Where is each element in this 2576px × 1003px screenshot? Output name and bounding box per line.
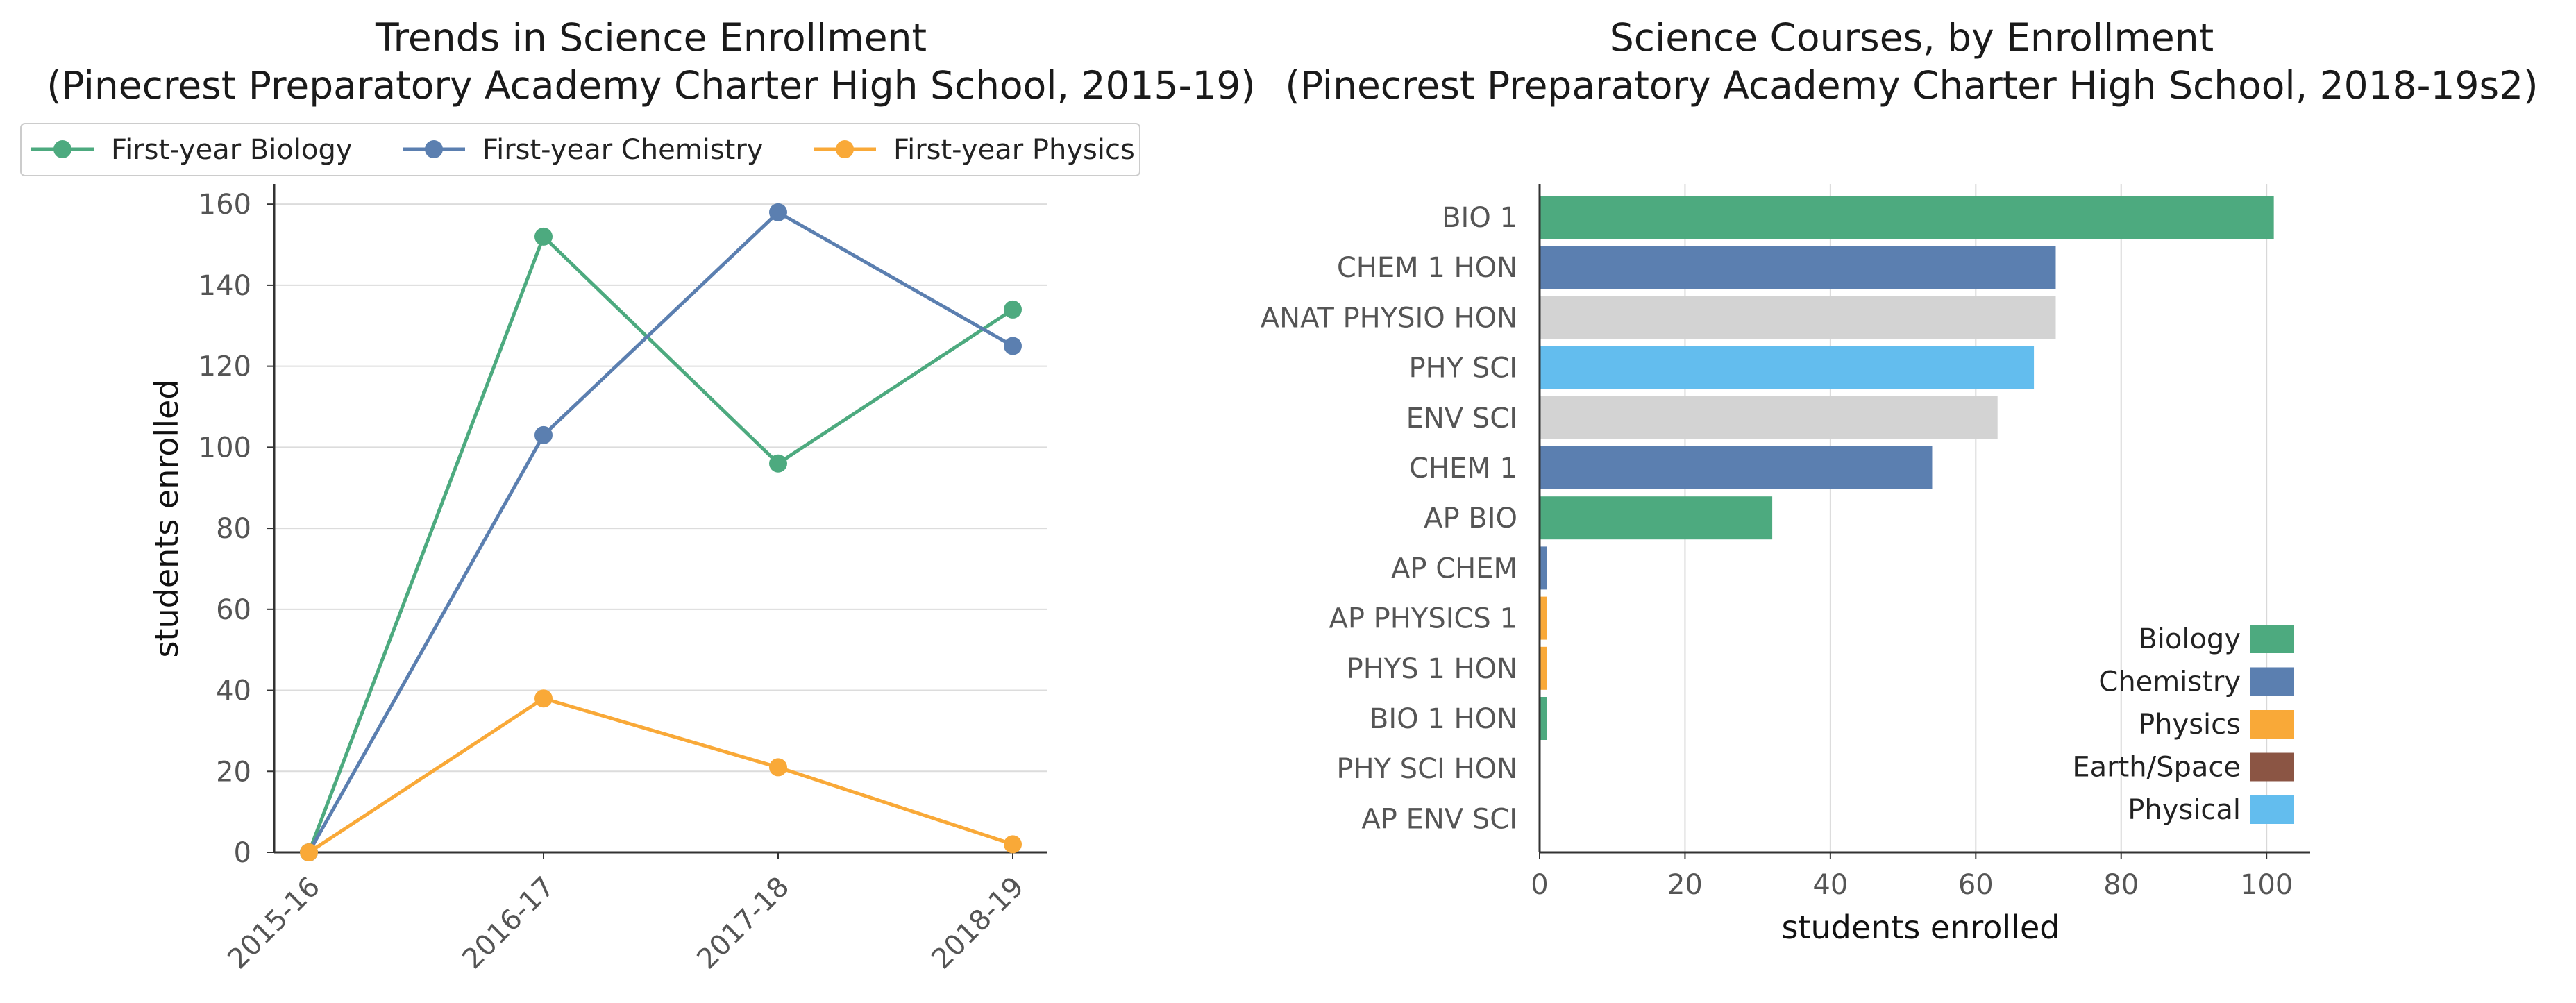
bar — [1540, 296, 2056, 339]
bar — [1540, 697, 1547, 740]
y-tick-label: 140 — [199, 270, 251, 302]
y-tick-label: 120 — [199, 351, 251, 383]
y-tick-label: 20 — [216, 756, 251, 788]
legend-swatch — [2250, 752, 2294, 782]
data-point — [1004, 337, 1022, 355]
legend-swatch — [2250, 625, 2294, 653]
legend-label: Physics — [2138, 709, 2241, 741]
bar-chart-x-ticks: 0 20 40 60 80 100 — [1531, 852, 2293, 901]
category-label: CHEM 1 HON — [1337, 252, 1517, 284]
legend-label: First-year Physics — [893, 134, 1135, 166]
bar — [1540, 446, 1933, 489]
x-tick-label: 0 — [1531, 869, 1548, 901]
line-chart-series — [300, 203, 1022, 861]
bar-chart-legend: Biology Chemistry Physics Earth/Space Physic… — [2072, 623, 2294, 826]
category-label: BIO 1 — [1442, 202, 1517, 234]
bar — [1540, 396, 1998, 439]
data-point — [534, 425, 553, 444]
data-point — [769, 203, 787, 221]
legend-frame — [20, 123, 1140, 176]
data-point — [769, 454, 787, 473]
legend-label: Earth/Space — [2072, 752, 2241, 784]
bar-chart-gridlines — [1684, 184, 2268, 852]
bar-chart-x-axis-label: students enrolled — [1782, 909, 2060, 946]
bar — [1540, 346, 2035, 389]
bar — [1540, 246, 2056, 289]
legend-label: Chemistry — [2098, 666, 2241, 698]
legend-label: First-year Biology — [111, 134, 353, 166]
legend-marker — [425, 140, 443, 158]
x-tick-label: 80 — [2103, 869, 2139, 901]
line-chart-y-axis-label: students enrolled — [148, 380, 185, 658]
bar — [1540, 196, 2274, 239]
y-tick-label: 40 — [216, 675, 251, 707]
category-label: AP PHYSICS 1 — [1329, 603, 1517, 635]
bar-chart-title: Science Courses, by Enrollment — [1610, 15, 2214, 60]
category-label: AP ENV SCI — [1361, 803, 1517, 835]
category-label: CHEM 1 — [1409, 453, 1517, 484]
series-line — [307, 210, 1014, 854]
category-label: BIO 1 HON — [1370, 703, 1517, 735]
legend-label: First-year Chemistry — [482, 134, 763, 166]
y-tick-label: 80 — [216, 513, 251, 545]
x-tick-label: 40 — [1812, 869, 1848, 901]
y-tick-label: 160 — [199, 189, 251, 221]
legend-swatch — [2250, 795, 2294, 824]
series-line — [307, 233, 1014, 853]
line-chart: Trends in Science Enrollment (Pinecrest … — [20, 15, 1256, 975]
x-tick-label: 20 — [1667, 869, 1703, 901]
bar — [1540, 496, 1773, 540]
data-point — [534, 689, 553, 708]
x-tick-label: 2015-16 — [221, 871, 326, 976]
category-label: AP CHEM — [1391, 553, 1517, 584]
line-chart-legend: First-year Biology First-year Chemistry Fi… — [20, 123, 1140, 176]
bar — [1540, 646, 1547, 690]
legend-label: Physical — [2128, 794, 2241, 826]
bar-chart-subtitle: (Pinecrest Preparatory Academy Charter H… — [1285, 63, 2538, 108]
bar-chart-axes — [1538, 184, 2310, 854]
y-tick-label: 100 — [199, 432, 251, 464]
line-chart-axes — [273, 184, 1047, 854]
y-tick-label: 0 — [234, 837, 251, 869]
bar-chart: Science Courses, by Enrollment (Pinecres… — [1261, 15, 2539, 946]
category-label: AP BIO — [1424, 503, 1517, 534]
legend-marker — [53, 140, 71, 158]
bar-chart-category-labels: BIO 1 CHEM 1 HON ANAT PHYSIO HON PHY SCI ENV… — [1261, 202, 1517, 835]
bar — [1540, 546, 1547, 590]
data-point — [300, 843, 318, 861]
y-tick-label: 60 — [216, 594, 251, 626]
line-chart-y-ticks: 0 20 40 60 80 100 120 140 160 — [199, 189, 274, 869]
x-tick-label: 100 — [2240, 869, 2293, 901]
line-chart-title: Trends in Science Enrollment — [375, 15, 927, 60]
data-point — [769, 758, 787, 777]
legend-swatch — [2250, 710, 2294, 739]
line-chart-x-ticks: 2015-16 2016-17 2017-18 2018-19 — [221, 852, 1030, 975]
x-tick-label: 60 — [1958, 869, 1994, 901]
category-label: PHY SCI HON — [1336, 753, 1517, 785]
data-point — [1004, 300, 1022, 319]
legend-label: Biology — [2138, 623, 2241, 655]
category-label: ENV SCI — [1406, 403, 1517, 435]
line-chart-gridlines — [274, 203, 1047, 853]
series-line — [308, 696, 1013, 854]
category-label: PHY SCI — [1409, 353, 1517, 385]
x-tick-label: 2018-19 — [925, 871, 1030, 976]
line-chart-subtitle: (Pinecrest Preparatory Academy Charter H… — [47, 63, 1256, 108]
x-tick-label: 2017-18 — [691, 871, 795, 976]
data-point — [1004, 835, 1022, 854]
legend-marker — [836, 140, 854, 158]
data-point — [534, 227, 553, 246]
category-label: ANAT PHYSIO HON — [1261, 302, 1517, 334]
legend-swatch — [2250, 667, 2294, 696]
category-label: PHYS 1 HON — [1347, 653, 1517, 685]
x-tick-label: 2016-17 — [456, 871, 561, 976]
bar-chart-bars — [1540, 196, 2274, 740]
bar — [1540, 596, 1547, 640]
